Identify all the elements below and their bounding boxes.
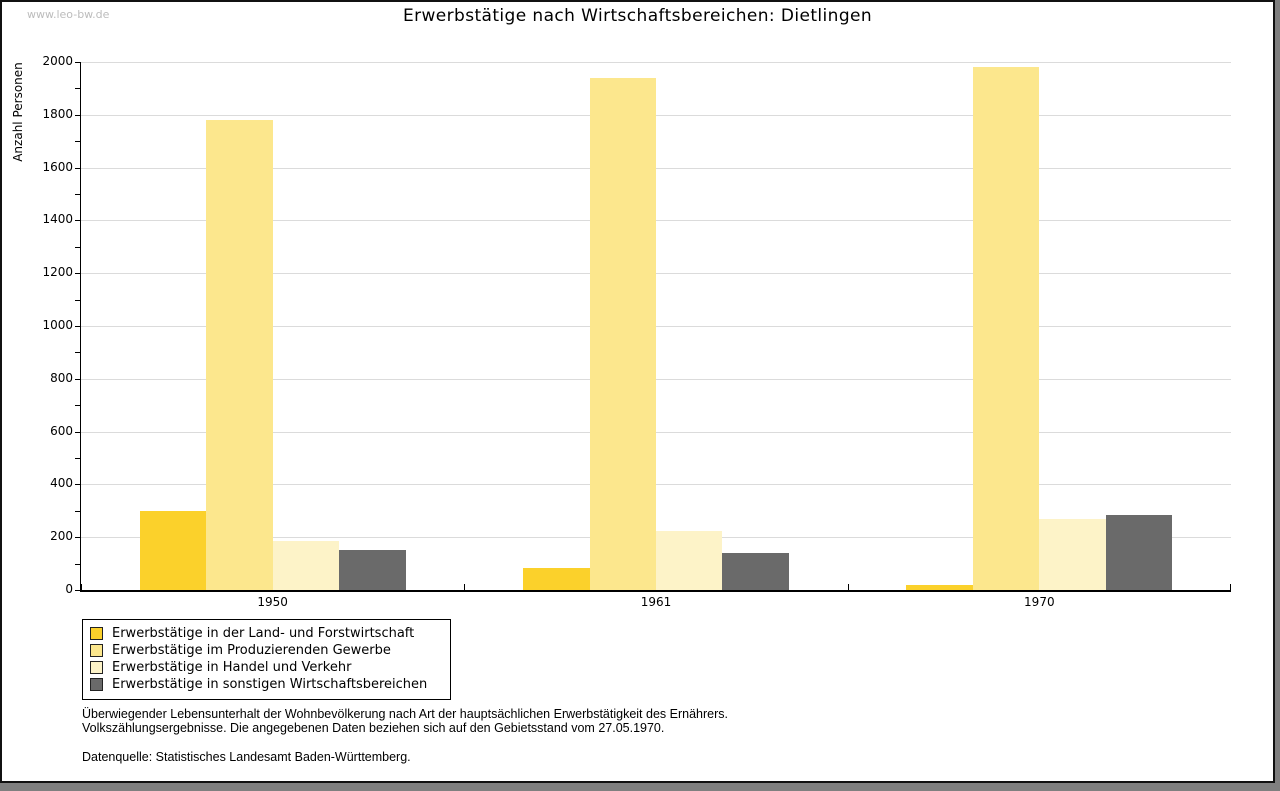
y-tick-1600 <box>75 167 80 169</box>
y-tick-label-0: 0 <box>65 582 73 596</box>
y-minor-tick-300 <box>75 510 80 512</box>
legend-swatch-4 <box>90 678 103 691</box>
y-tick-800 <box>75 378 80 380</box>
bar-1950-series-4 <box>339 550 406 590</box>
gridline-2000 <box>81 62 1231 63</box>
y-axis-title: Anzahl Personen <box>11 62 25 162</box>
bar-1970-series-3 <box>1039 518 1106 590</box>
x-boundary-tick-0 <box>81 584 82 590</box>
y-minor-tick-500 <box>75 458 80 459</box>
x-boundary-tick-1 <box>464 584 466 590</box>
y-tick-400 <box>75 484 80 486</box>
gridline-1000 <box>81 326 1231 327</box>
footnote-line-2: Volkszählungsergebnisse. Die angegebenen… <box>82 720 665 735</box>
footnote: Überwiegender Lebensunterhalt der Wohnbe… <box>82 707 1182 765</box>
x-boundary-tick-3 <box>1230 584 1231 590</box>
bar-1961-series-4 <box>722 553 789 590</box>
y-minor-tick-1700 <box>75 141 80 143</box>
y-tick-label-1000: 1000 <box>42 318 73 332</box>
bar-1970-series-2 <box>972 67 1040 590</box>
y-tick-label-600: 600 <box>50 423 73 438</box>
bar-group-1961 <box>464 62 847 590</box>
y-tick-label-400: 400 <box>50 476 73 491</box>
legend-row-4: Erwerbstätige in sonstigen Wirtschaftsbe… <box>90 676 450 693</box>
data-source: Datenquelle: Statistisches Landesamt Bad… <box>82 750 411 764</box>
legend-box: Erwerbstätige in der Land- und Forstwirt… <box>82 619 451 700</box>
legend-row-1: Erwerbstätige in der Land- und Forstwirt… <box>90 625 450 642</box>
legend-label-1: Erwerbstätige in der Land- und Forstwirt… <box>112 626 415 641</box>
y-tick-2000 <box>75 62 80 63</box>
y-tick-0 <box>75 590 80 591</box>
y-tick-label-2000: 2000 <box>42 54 73 68</box>
legend-label-3: Erwerbstätige in Handel und Verkehr <box>112 660 352 675</box>
y-minor-tick-1100 <box>75 299 80 301</box>
x-category-label-1950: 1950 <box>257 595 288 609</box>
y-minor-tick-700 <box>75 405 80 407</box>
y-tick-600 <box>75 431 80 433</box>
bar-group-1950 <box>81 62 464 590</box>
legend-swatch-3 <box>90 661 103 674</box>
legend-swatch-2 <box>90 644 103 657</box>
bar-1970-series-4 <box>1105 514 1173 590</box>
bar-1961-series-3 <box>655 530 723 590</box>
gridline-1400 <box>81 220 1231 222</box>
legend-row-2: Erwerbstätige im Produzierenden Gewerbe <box>90 642 450 659</box>
y-tick-label-1400: 1400 <box>42 212 73 227</box>
x-category-label-1961: 1961 <box>640 595 672 609</box>
bar-1970-series-1 <box>906 584 973 590</box>
gridline-600 <box>81 431 1231 433</box>
y-minor-tick-1500 <box>75 194 80 195</box>
bar-1961-series-1 <box>523 567 590 590</box>
watermark: www.leo-bw.de <box>27 8 110 21</box>
legend-label-2: Erwerbstätige im Produzierenden Gewerbe <box>112 643 391 658</box>
x-category-label-1970: 1970 <box>1024 595 1055 609</box>
gridline-1600 <box>81 167 1231 169</box>
y-tick-200 <box>75 537 80 539</box>
y-tick-label-1600: 1600 <box>42 159 73 174</box>
gridline-1200 <box>81 273 1231 275</box>
y-tick-label-800: 800 <box>50 370 73 385</box>
bar-group-1970 <box>848 62 1231 590</box>
plot-area: 0 200 400 600 800 1000 1200 1400 1600 1800 2000 195… <box>42 54 1231 609</box>
y-tick-1200 <box>75 273 80 275</box>
y-minor-tick-1900 <box>75 88 80 90</box>
gridline-800 <box>81 378 1231 380</box>
bar-1950-series-3 <box>272 541 340 590</box>
y-tick-label-1800: 1800 <box>42 106 73 121</box>
legend-row-3: Erwerbstätige in Handel und Verkehr <box>90 659 450 676</box>
y-minor-tick-100 <box>75 563 80 565</box>
y-tick-1400 <box>75 220 80 222</box>
bar-1961-series-2 <box>589 77 656 590</box>
y-tick-1800 <box>75 114 80 116</box>
y-minor-tick-1300 <box>75 246 80 248</box>
gridline-1800 <box>81 114 1231 116</box>
bar-1950-series-2 <box>206 120 273 590</box>
legend-label-4: Erwerbstätige in sonstigen Wirtschaftsbe… <box>112 677 428 692</box>
x-boundary-tick-2 <box>847 584 849 590</box>
y-minor-tick-900 <box>75 352 80 354</box>
chart-title: Erwerbstätige nach Wirtschaftsbereichen:… <box>402 6 873 26</box>
bar-1950-series-1 <box>139 510 207 590</box>
legend-swatch-1 <box>90 627 103 640</box>
y-tick-label-1200: 1200 <box>42 265 73 280</box>
y-tick-label-200: 200 <box>50 529 73 544</box>
footnote-line-1: Überwiegender Lebensunterhalt der Wohnbe… <box>82 707 728 721</box>
gridline-400 <box>81 484 1231 486</box>
y-tick-1000 <box>75 326 80 327</box>
